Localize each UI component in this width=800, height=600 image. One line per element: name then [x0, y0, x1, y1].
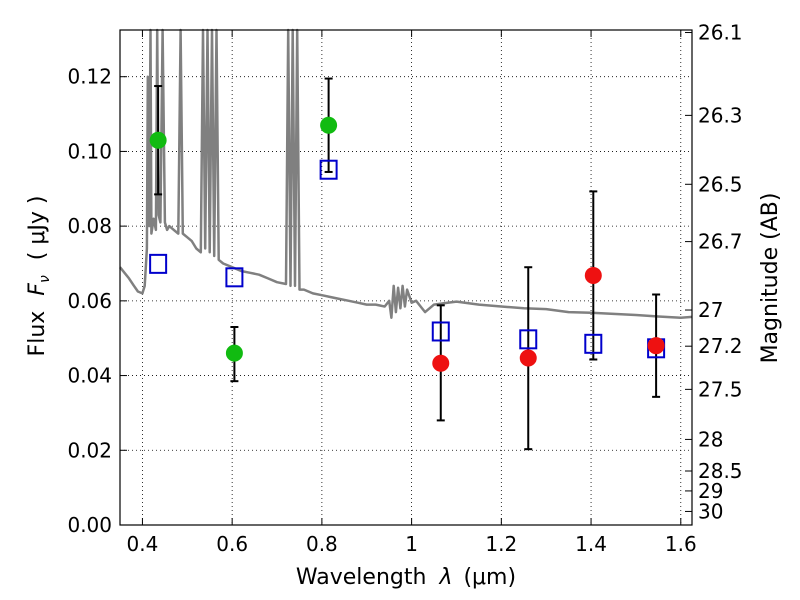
model-photometry-square — [225, 267, 244, 288]
y2-tick-label: 28 — [698, 427, 723, 451]
y2-tick-label: 26.1 — [698, 21, 743, 45]
y-axis-label: Flux Fν ( μJy ) — [25, 196, 55, 357]
x-tick-label: 0.4 — [127, 532, 159, 556]
y2-tick-label: 29 — [698, 479, 723, 503]
model-spectrum-line — [119, 28, 693, 319]
y-tick-label: 0.06 — [67, 289, 112, 313]
y-tick-label: 0.04 — [67, 364, 112, 388]
y2-tick-label: 27.2 — [698, 334, 743, 358]
x-tick-label: 1.2 — [485, 532, 517, 556]
y-tick-label: 0.00 — [67, 513, 112, 537]
y-tick-label: 0.08 — [67, 214, 112, 238]
model-photometry-square — [431, 321, 450, 342]
observed-green-point — [225, 344, 243, 362]
model-photometry-square — [519, 329, 538, 350]
model-spectrum-path — [119, 28, 693, 319]
x-tick-label: 1.4 — [575, 532, 607, 556]
observed-red-point — [519, 349, 537, 367]
x-tick-label: 1 — [405, 532, 418, 556]
observed-red-point — [647, 337, 665, 355]
y2-tick-label: 28.5 — [698, 459, 743, 483]
plot-frame — [119, 29, 693, 526]
model-photometry-square — [319, 159, 338, 180]
x-tick-label: 1.6 — [665, 532, 697, 556]
y2-tick-label: 27.5 — [698, 377, 743, 401]
y2-tick-label: 26.3 — [698, 103, 743, 127]
observed-red-point — [584, 266, 602, 284]
x-tick-label: 0.6 — [216, 532, 248, 556]
y-tick-label: 0.10 — [67, 139, 112, 163]
y2-tick-label: 26.5 — [698, 172, 743, 196]
model-photometry-square — [149, 253, 168, 274]
data-markers — [149, 116, 666, 372]
observed-red-point — [432, 354, 450, 372]
y2-axis-label: Magnitude (AB) — [758, 193, 783, 364]
x-axis-ticks: 0.4 0.6 0.8 1 1.2 1.4 1.6 — [127, 30, 697, 556]
y2-tick-label: 30 — [698, 499, 723, 523]
y-axis-ticks: 0.00 0.02 0.04 0.06 0.08 0.10 0.12 — [67, 65, 127, 537]
x-axis-label: Wavelength λ (μm) — [296, 565, 516, 590]
observed-green-point — [320, 116, 338, 134]
observed-green-point — [149, 131, 167, 149]
model-photometry-square — [584, 333, 603, 354]
y-tick-label: 0.12 — [67, 65, 112, 89]
y2-tick-label: 26.7 — [698, 230, 743, 254]
y-tick-label: 0.02 — [67, 438, 112, 462]
error-bars — [154, 77, 661, 451]
y2-tick-label: 27 — [698, 298, 723, 322]
x-tick-label: 0.8 — [306, 532, 338, 556]
